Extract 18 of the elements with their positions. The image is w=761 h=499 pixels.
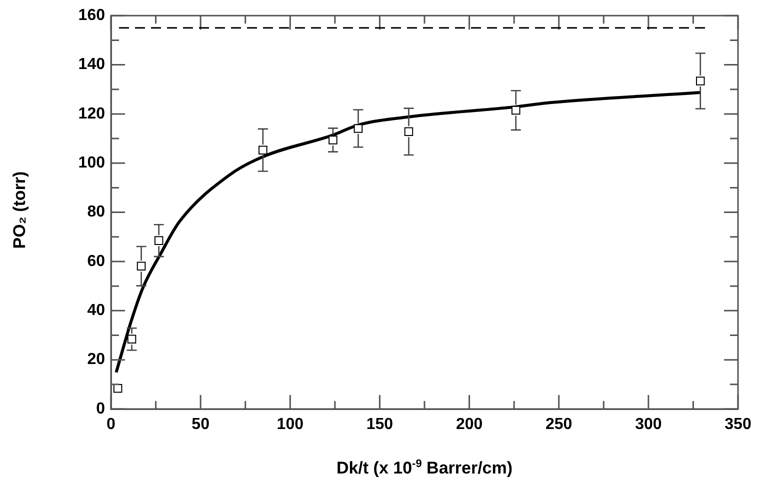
x-tick-label: 200 (456, 416, 483, 434)
y-tick-label: 100 (78, 154, 106, 172)
y-tick-label: 0 (96, 400, 106, 418)
x-tick-label: 250 (546, 416, 572, 434)
y-tick-label: 140 (78, 56, 106, 74)
x-axis-title: Dk/t (x 10$^{-9}$ Barrer/cm) (335, 458, 514, 479)
y-tick-label: 120 (78, 105, 106, 122)
y-axis-title: PO₂ (torr) (10, 171, 30, 249)
y-tick-label: 80 (87, 204, 106, 221)
x-tick-label: 100 (276, 416, 304, 434)
x-tick-label: 350 (724, 416, 752, 434)
x-tick-label: 50 (192, 416, 210, 434)
y-tick-label: 60 (87, 252, 106, 270)
y-tick-label: 160 (78, 7, 106, 24)
x-tick-label: 150 (366, 416, 394, 434)
y-tick-label: 40 (87, 302, 106, 320)
y-tick-label: 20 (87, 351, 106, 368)
x-tick-label: 300 (635, 416, 662, 434)
